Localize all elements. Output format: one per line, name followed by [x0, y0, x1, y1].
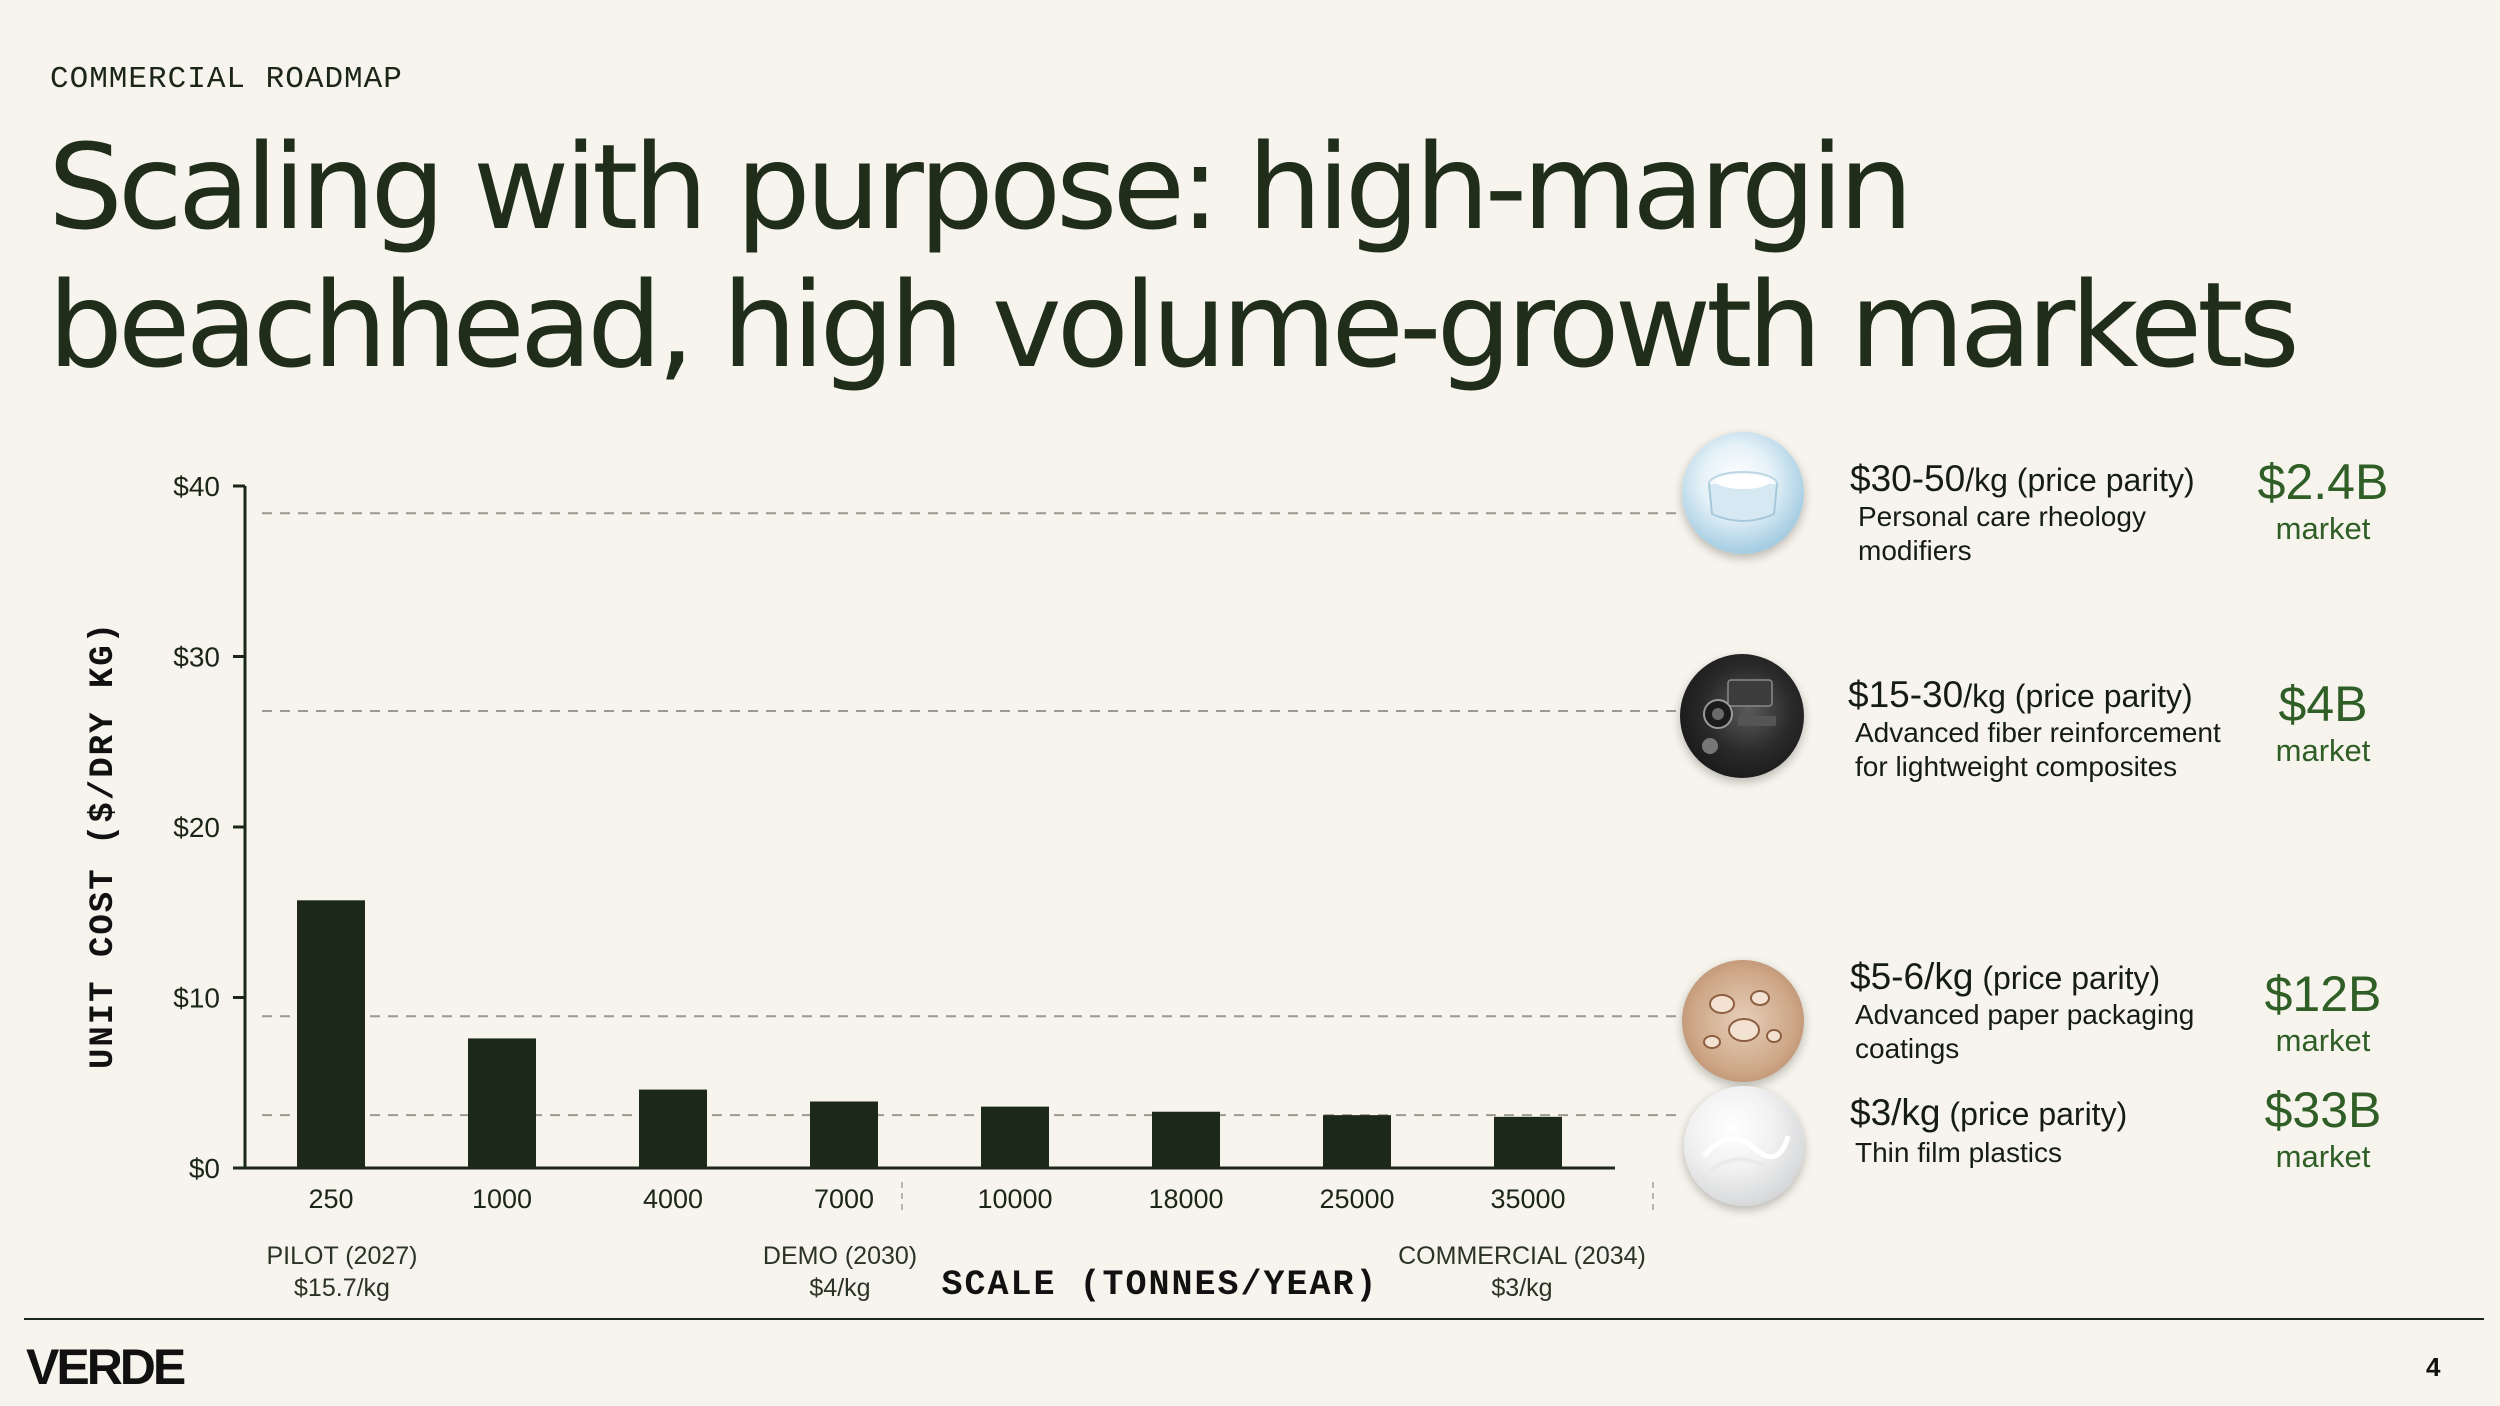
market-price-personal-care: $30-50/kg (price parity): [1850, 458, 2195, 499]
bar: [810, 1101, 878, 1168]
bar: [1323, 1115, 1391, 1168]
eyebrow-label: COMMERCIAL ROADMAP: [50, 62, 403, 97]
x-tick-label: 4000: [643, 1184, 703, 1214]
x-axis-title: SCALE (TONNES/YEAR): [941, 1265, 1378, 1305]
bar: [1494, 1116, 1562, 1168]
x-tick-label: 10000: [977, 1184, 1052, 1214]
milestone-value: $3/kg: [1491, 1274, 1552, 1302]
y-tick-label: $20: [173, 812, 220, 843]
y-tick-label: $10: [173, 983, 220, 1014]
x-tick-label: 25000: [1319, 1184, 1394, 1214]
market-desc-personal-care: Personal care rheology modifiers: [1858, 501, 2146, 566]
y-tick-label: $30: [173, 642, 220, 673]
milestone-label: DEMO (2030): [763, 1242, 917, 1270]
milestone-value: $15.7/kg: [294, 1274, 390, 1302]
market-price-thin-film: $3/kg (price parity): [1850, 1092, 2128, 1133]
bar: [468, 1038, 536, 1168]
footer-divider: [24, 1318, 2484, 1320]
market-price-composites: $15-30/kg (price parity): [1848, 674, 2193, 715]
milestone-label: PILOT (2027): [266, 1242, 417, 1270]
market-size-paper-coatings: $12B market: [2264, 966, 2382, 1058]
bar: [1152, 1111, 1220, 1168]
bar: [297, 900, 365, 1168]
company-logo: VERDE: [26, 1339, 186, 1395]
milestone-label: COMMERCIAL (2034): [1398, 1242, 1646, 1270]
market-desc-composites: Advanced fiber reinforcement for lightwe…: [1855, 717, 2221, 782]
market-desc-thin-film: Thin film plastics: [1855, 1137, 2062, 1168]
x-tick-label: 35000: [1490, 1184, 1565, 1214]
slide-title-line-2: beachhead, high volume-growth markets: [48, 256, 2300, 394]
market-size-thin-film: $33B market: [2264, 1082, 2382, 1174]
y-axis-title: UNIT COST ($/DRY KG): [85, 621, 123, 1069]
bar: [981, 1106, 1049, 1168]
car-dashboard-icon: [1680, 654, 1804, 778]
slide-title: Scaling with purpose: high-margin beachh…: [48, 118, 2468, 394]
bar: [639, 1089, 707, 1168]
y-tick-label: $0: [189, 1153, 220, 1184]
plastic-film-icon: [1684, 1086, 1804, 1206]
water-droplets-icon: [1682, 960, 1804, 1082]
market-price-paper-coatings: $5-6/kg (price parity): [1850, 956, 2161, 997]
slide-title-line-1: Scaling with purpose: high-margin: [48, 118, 1913, 256]
cream-jar-icon: [1682, 432, 1804, 554]
x-tick-label: 18000: [1148, 1184, 1223, 1214]
x-tick-label: 7000: [814, 1184, 874, 1214]
market-size-personal-care: $2.4B market: [2257, 454, 2389, 546]
market-desc-paper-coatings: Advanced paper packaging coatings: [1855, 999, 2195, 1064]
market-size-composites: $4B market: [2275, 676, 2371, 768]
y-tick-label: $40: [173, 471, 220, 502]
page-number: 4: [2426, 1352, 2441, 1382]
milestone-value: $4/kg: [809, 1274, 870, 1302]
x-tick-label: 250: [308, 1184, 353, 1214]
x-tick-label: 1000: [472, 1184, 532, 1214]
